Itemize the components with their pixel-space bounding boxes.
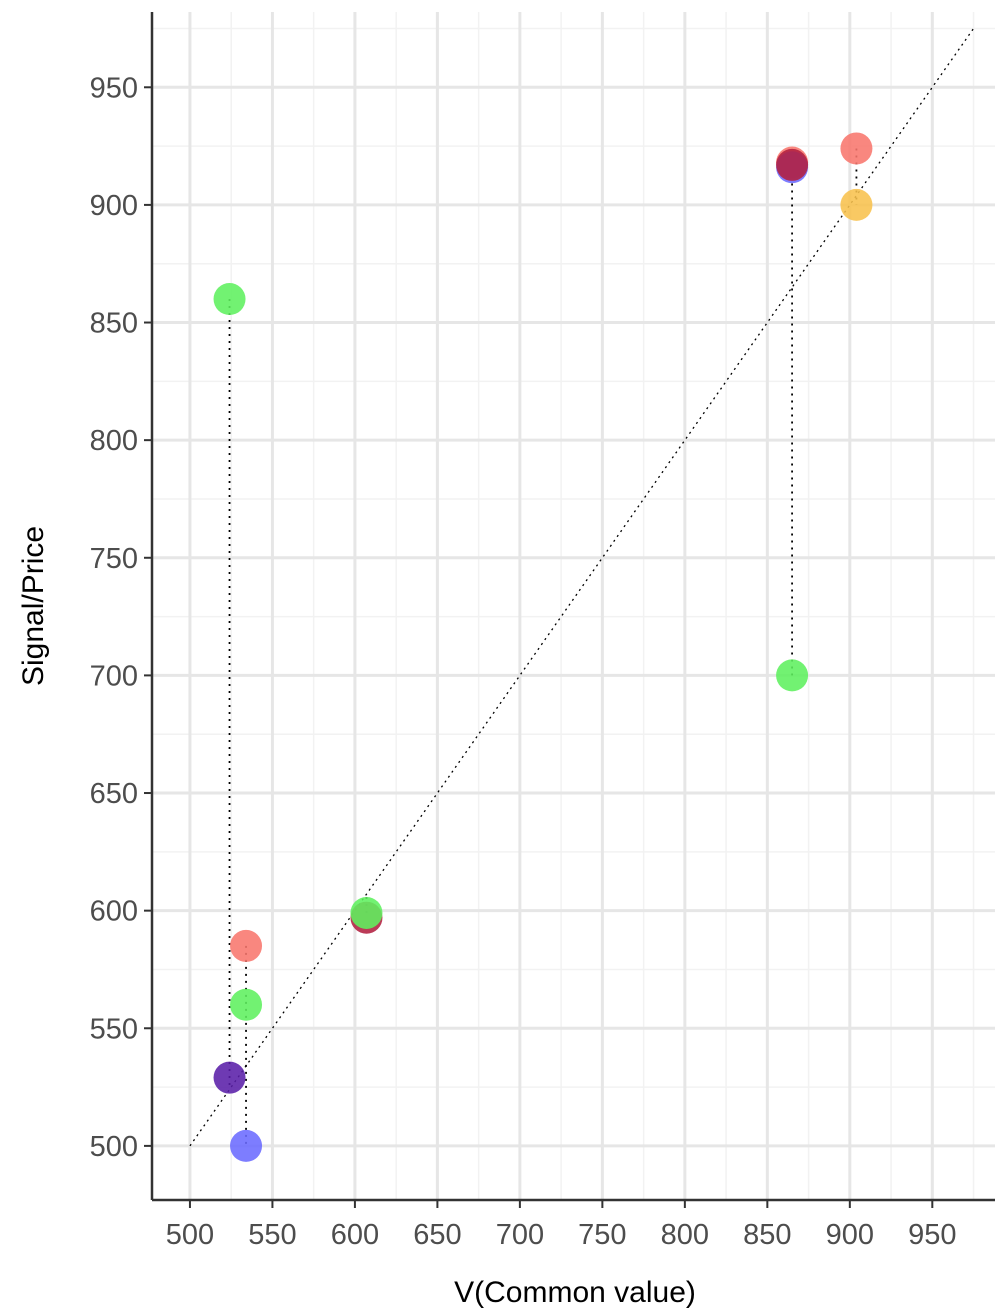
x-tick-label: 700 [496, 1219, 544, 1251]
minor-gridlines [152, 12, 995, 1200]
x-axis-title: V(Common value) [454, 1276, 696, 1309]
data-point: (534, 500) [230, 1129, 263, 1162]
y-tick-label: 700 [90, 660, 138, 692]
data-point: (904, 900) [840, 188, 873, 221]
x-tick-label: 500 [166, 1219, 214, 1251]
x-tick-label: 750 [578, 1219, 626, 1251]
x-tick-label: 900 [826, 1219, 874, 1251]
x-tick-label: 550 [248, 1219, 296, 1251]
y-tick-label: 600 [90, 896, 138, 928]
y-tick-label: 850 [90, 308, 138, 340]
x-tick-label: 600 [331, 1219, 379, 1251]
x-tick-label: 800 [661, 1219, 709, 1251]
plot-background [152, 12, 995, 1200]
y-tick-label: 750 [90, 543, 138, 575]
data-point: (534, 560) [230, 988, 263, 1021]
x-tick-label: 650 [413, 1219, 461, 1251]
y-tick-label: 550 [90, 1013, 138, 1045]
x-axis-ticks: 500 550 600 650 700 750 800 850 900 950 [166, 1200, 957, 1251]
y-tick-label: 900 [90, 190, 138, 222]
axes [150, 12, 995, 1202]
data-points: (524, 860) (524, 529) (534, 585) (534, 560)… [213, 132, 873, 1162]
data-point: (865, 700) [776, 659, 809, 692]
x-tick-label: 950 [908, 1219, 956, 1251]
y-tick-label: 950 [90, 72, 138, 104]
y-tick-label: 500 [90, 1131, 138, 1163]
y-axis-ticks: 500 550 600 650 700 750 800 850 900 950 [90, 72, 152, 1163]
y-axis-title: Signal/Price [17, 526, 50, 686]
data-point: (904, 924) [840, 132, 873, 165]
data-point: (607, 599) [350, 896, 383, 929]
data-point: (865, 917) [776, 148, 809, 181]
data-point: (524, 529) [213, 1061, 246, 1094]
data-point: (534, 585) [230, 929, 263, 962]
x-tick-label: 850 [743, 1219, 791, 1251]
data-point: (524, 860) [213, 283, 246, 316]
y-tick-label: 800 [90, 425, 138, 457]
y-tick-label: 650 [90, 778, 138, 810]
